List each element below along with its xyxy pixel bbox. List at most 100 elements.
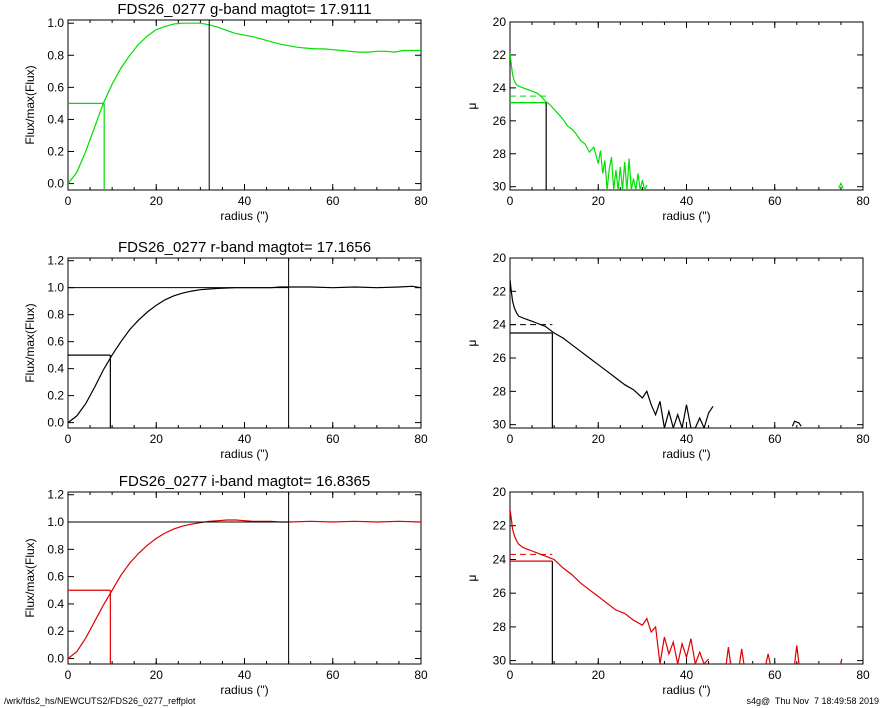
x-tick-label: 60	[326, 432, 340, 446]
y-tick-label: 0.6	[47, 80, 64, 94]
y-tick-label: 30	[493, 180, 507, 194]
x-axis-label: radius (")	[662, 447, 710, 461]
panel-1: 0 20 40 60 80 0.0 0.2 0.4 0.6 0.8 1.0 radius (") Flu…	[23, 1, 428, 223]
plot-frame	[509, 257, 864, 429]
y-tick-label: 22	[493, 519, 507, 533]
y-tick-label: 24	[493, 318, 507, 332]
x-tick-label: 0	[65, 668, 72, 682]
x-tick-label: 60	[768, 668, 782, 682]
x-tick-label: 80	[856, 194, 870, 208]
y-tick-label: 20	[493, 485, 507, 499]
y-tick-label: 30	[493, 418, 507, 432]
panel-3: 0 20 40 60 80 0.0 0.2 0.4 0.6 0.8 1.0 1.2 radius (")…	[23, 473, 428, 697]
y-tick-label: 26	[493, 114, 507, 128]
series-line-1	[68, 285, 421, 424]
y-tick-label: 1.2	[47, 488, 64, 502]
y-tick-label: 26	[493, 351, 507, 365]
y-axis-label: Flux/max(Flux)	[23, 303, 37, 382]
y-tick-label: 1.2	[47, 254, 64, 268]
y-tick-label: 0.0	[47, 177, 64, 191]
x-tick-label: 80	[414, 432, 428, 446]
y-tick-label: 30	[493, 654, 507, 668]
x-axis-label: radius (")	[220, 209, 268, 223]
series-line-2	[725, 645, 843, 664]
x-tick-label: 40	[238, 432, 252, 446]
y-tick-label: 0.6	[47, 335, 64, 349]
plot-frame	[67, 257, 422, 429]
y-tick-label: 1.0	[47, 515, 64, 529]
series-line-1	[68, 22, 421, 184]
y-tick-label: 1.0	[47, 281, 64, 295]
y-tick-label: 22	[493, 48, 507, 62]
y-tick-label: 0.4	[47, 597, 64, 611]
y-tick-label: 0.2	[47, 624, 64, 638]
x-tick-label: 20	[150, 668, 164, 682]
x-tick-label: 40	[680, 668, 694, 682]
panel-2: 0 20 40 60 80 0.0 0.2 0.4 0.6 0.8 1.0 1.2 radius (")…	[23, 239, 428, 461]
x-tick-label: 40	[238, 668, 252, 682]
series-line-1	[68, 519, 421, 659]
x-axis-label: radius (")	[220, 683, 268, 697]
x-tick-label: 20	[592, 194, 606, 208]
y-tick-label: 22	[493, 284, 507, 298]
x-tick-label: 60	[326, 668, 340, 682]
y-tick-label: 20	[493, 251, 507, 265]
x-tick-label: 40	[680, 194, 694, 208]
y-tick-label: 0.8	[47, 48, 64, 62]
plot-frame	[67, 19, 422, 191]
y-axis-label: μ	[465, 574, 479, 581]
footer-file-path: /wrk/fds2_hs/NEWCUTS2/FDS26_0277_reffplo…	[4, 696, 196, 706]
y-tick-label: 0.4	[47, 112, 64, 126]
x-tick-label: 80	[856, 668, 870, 682]
panel-6: 0 20 40 60 80 20 22 24 26 28 30 radius (") μ	[465, 485, 870, 697]
x-tick-label: 0	[65, 194, 72, 208]
y-tick-label: 0.4	[47, 362, 64, 376]
series-line-2	[791, 420, 802, 427]
y-tick-label: 0.8	[47, 542, 64, 556]
series-line-1	[510, 279, 714, 428]
x-tick-label: 80	[856, 432, 870, 446]
y-tick-label: 0.0	[47, 652, 64, 666]
panel-5: 0 20 40 60 80 20 22 24 26 28 30 radius (") μ	[465, 251, 870, 461]
panel-title: FDS26_0277 g-band magtot= 17.9111	[117, 1, 371, 18]
x-axis-label: radius (")	[662, 209, 710, 223]
x-tick-label: 20	[150, 194, 164, 208]
x-tick-label: 80	[414, 194, 428, 208]
y-tick-label: 1.0	[47, 16, 64, 30]
plot-frame	[509, 21, 864, 191]
plot-frame	[67, 491, 422, 665]
x-tick-label: 0	[507, 668, 514, 682]
panel-4: 0 20 40 60 80 20 22 24 26 28 30 radius (") μ	[465, 15, 870, 223]
series-line-2	[838, 181, 844, 189]
y-axis-label: Flux/max(Flux)	[23, 538, 37, 617]
y-tick-label: 0.2	[47, 389, 64, 403]
panel-title: FDS26_0277 r-band magtot= 17.1656	[118, 239, 371, 256]
x-tick-label: 60	[768, 432, 782, 446]
y-tick-label: 24	[493, 81, 507, 95]
y-axis-label: μ	[465, 102, 479, 109]
x-tick-label: 60	[326, 194, 340, 208]
x-tick-label: 40	[238, 194, 252, 208]
x-tick-label: 0	[507, 194, 514, 208]
y-tick-label: 0.6	[47, 570, 64, 584]
x-tick-label: 20	[592, 432, 606, 446]
footer-timestamp: s4g@ Thu Nov 7 18:49:58 2019	[746, 696, 879, 706]
y-tick-label: 28	[493, 147, 507, 161]
series-line-1	[510, 508, 710, 664]
x-tick-label: 40	[680, 432, 694, 446]
x-axis-label: radius (")	[662, 683, 710, 697]
y-tick-label: 20	[493, 15, 507, 29]
plot-frame	[509, 491, 864, 665]
x-tick-label: 0	[507, 432, 514, 446]
x-tick-label: 80	[414, 668, 428, 682]
y-axis-label: μ	[465, 339, 479, 346]
x-tick-label: 20	[150, 432, 164, 446]
y-axis-label: Flux/max(Flux)	[23, 65, 37, 144]
y-tick-label: 28	[493, 620, 507, 634]
x-tick-label: 20	[592, 668, 606, 682]
y-tick-label: 0.8	[47, 308, 64, 322]
series-line-1	[510, 53, 648, 190]
y-tick-label: 26	[493, 586, 507, 600]
y-tick-label: 28	[493, 384, 507, 398]
